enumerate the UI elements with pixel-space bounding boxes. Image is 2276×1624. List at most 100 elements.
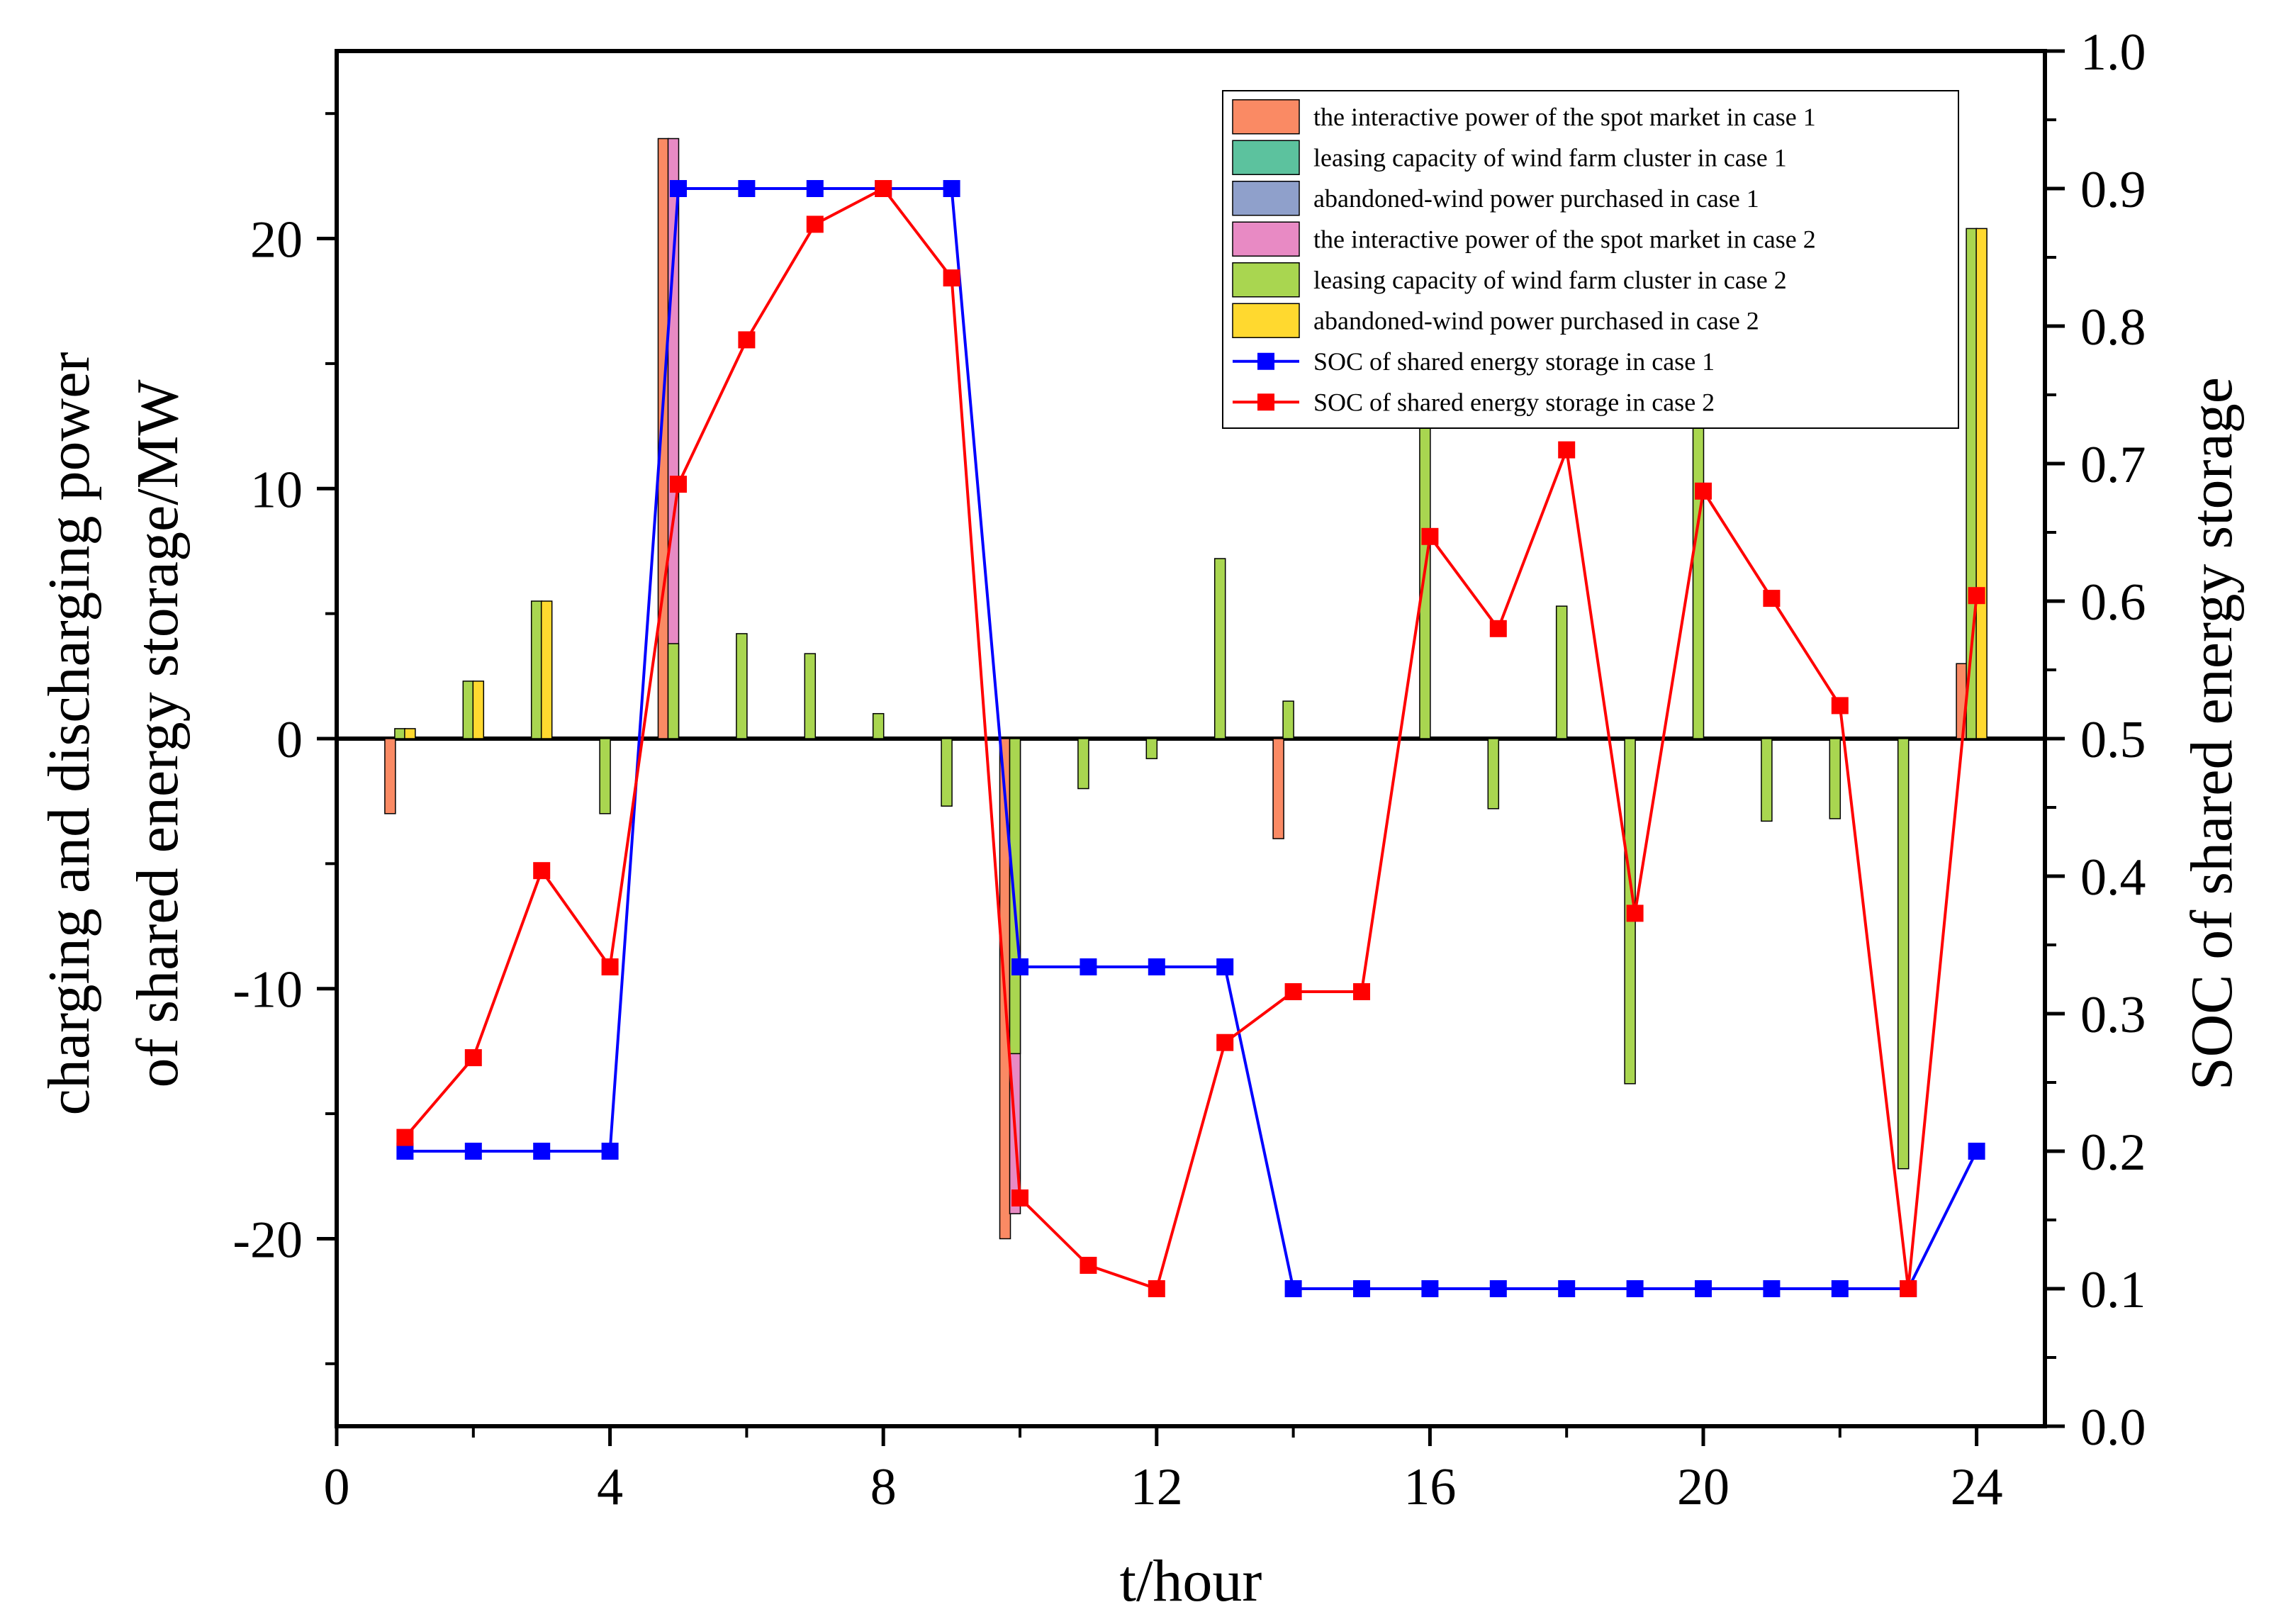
- x-axis-title: t/hour: [1120, 1548, 1262, 1614]
- soc-point-case1-h6: [738, 180, 756, 197]
- soc-point-case1-h2: [464, 1143, 482, 1160]
- bar-s5-h1: [394, 728, 406, 739]
- left-tick-label-0: 0: [276, 711, 303, 769]
- bar-s6-h24: [1975, 228, 1988, 739]
- soc-point-case2-h24: [1968, 587, 1985, 605]
- legend-swatch-2: [1232, 140, 1300, 175]
- soc-point-case1-h12: [1148, 958, 1165, 975]
- soc-point-case1-h13: [1216, 958, 1234, 975]
- right-tick-label-3: 0.3: [2080, 986, 2146, 1044]
- soc-line-case1: [405, 187, 1978, 1290]
- legend-swatch-4: [1232, 221, 1300, 257]
- soc-point-case1-h10: [1011, 958, 1028, 975]
- left-tick-label-10: 10: [250, 461, 303, 519]
- bar-s5-h9: [941, 738, 953, 807]
- soc-point-case1-h24: [1968, 1143, 1985, 1160]
- soc-point-case2-h2: [464, 1049, 482, 1067]
- right-tick-label-1: 0.1: [2080, 1261, 2146, 1319]
- legend-swatch-5: [1232, 262, 1300, 298]
- soc-point-case2-h10: [1011, 1189, 1028, 1206]
- bar-s5-h2: [462, 681, 475, 739]
- legend-box: [1222, 90, 1959, 429]
- x-tick-label-20: 20: [1677, 1458, 1730, 1516]
- soc-point-case2-h11: [1080, 1257, 1097, 1274]
- left-tick-label--10: -10: [232, 961, 303, 1019]
- x-tick-label-8: 8: [870, 1458, 897, 1516]
- soc-point-case1-h14: [1284, 1280, 1302, 1297]
- x-tick-label-24: 24: [1951, 1458, 2003, 1516]
- soc-point-case2-h20: [1695, 482, 1712, 500]
- legend-label-soc-2: SOC of shared energy storage in case 2: [1313, 388, 1715, 416]
- soc-point-case2-h9: [943, 269, 960, 287]
- soc-point-case1-h7: [806, 180, 824, 197]
- x-tick-label-12: 12: [1131, 1458, 1183, 1516]
- soc-point-case1-h11: [1080, 958, 1097, 975]
- soc-point-case2-h14: [1284, 983, 1302, 1000]
- bar-s5-h6: [736, 633, 748, 739]
- bar-s6-h2: [472, 681, 485, 739]
- bar-s1-h1: [384, 738, 396, 814]
- soc-point-case1-h17: [1489, 1280, 1507, 1297]
- soc-point-case2-h1: [396, 1129, 414, 1146]
- soc-point-case1-h9: [943, 180, 960, 197]
- soc-line-case2: [403, 186, 1978, 1291]
- bar-s5-h17: [1487, 738, 1500, 810]
- lines-layer: [396, 180, 1985, 1297]
- legend-label-4: the interactive power of the spot market…: [1313, 225, 1816, 253]
- soc-point-case2-h8: [875, 180, 892, 197]
- axes-layer: 0 4 8 12 16 20 24 -20 -10 0 10 20 0.0 0.1 0.2 0.3 0.4 0.5…: [232, 23, 2146, 1516]
- bar-s5-h13: [1213, 558, 1226, 739]
- legend-swatch-3: [1232, 181, 1300, 216]
- bar-s5-h21: [1761, 738, 1773, 822]
- right-axis-title: SOC of shared energy storage: [2179, 377, 2245, 1090]
- bar-s5-h3: [530, 600, 543, 739]
- right-tick-label-8: 0.8: [2080, 298, 2146, 357]
- soc-point-case2-h12: [1148, 1280, 1165, 1297]
- soc-point-case1-h18: [1558, 1280, 1576, 1297]
- bar-s5-h14: [1282, 700, 1294, 739]
- soc-point-case2-h15: [1353, 983, 1370, 1000]
- bar-s5-h7: [804, 653, 817, 739]
- bar-s5-h20: [1692, 425, 1705, 739]
- right-tick-label-2: 0.2: [2080, 1124, 2146, 1182]
- legend-marker-2: [1257, 393, 1274, 411]
- bar-s5-h4: [599, 738, 611, 814]
- legend-swatch-1: [1232, 99, 1300, 135]
- soc-point-case1-h20: [1695, 1280, 1712, 1297]
- legend-label-soc-1: SOC of shared energy storage in case 1: [1313, 347, 1715, 376]
- legend-label-3: abandoned-wind power purchased in case 1: [1313, 184, 1759, 213]
- right-tick-label-5: 0.5: [2080, 711, 2146, 769]
- soc-point-case1-h5: [670, 180, 687, 197]
- soc-point-case2-h6: [738, 331, 756, 349]
- soc-point-case2-h13: [1216, 1034, 1234, 1051]
- soc-point-case2-h4: [601, 958, 619, 975]
- legend-swatch-6: [1232, 303, 1300, 338]
- legend-label-1: the interactive power of the spot market…: [1313, 103, 1816, 131]
- left-tick-label-20: 20: [250, 211, 303, 269]
- soc-point-case2-h23: [1900, 1280, 1917, 1297]
- soc-point-case1-h22: [1831, 1280, 1849, 1297]
- legend-marker-1: [1257, 352, 1274, 370]
- soc-point-case2-h22: [1831, 697, 1849, 715]
- bar-s5-h18: [1555, 605, 1568, 739]
- bar-s5-h5: [667, 643, 680, 739]
- legend: the interactive power of the spot market…: [1222, 90, 1959, 429]
- soc-point-case1-h3: [533, 1143, 551, 1160]
- legend-label-5: leasing capacity of wind farm cluster in…: [1313, 266, 1787, 294]
- bar-s5-h22: [1829, 738, 1841, 819]
- bar-s5-h12: [1145, 738, 1158, 759]
- right-tick-label-6: 0.6: [2080, 573, 2146, 632]
- bar-s5-h11: [1077, 738, 1089, 790]
- bar-s5-h24: [1966, 228, 1978, 739]
- soc-point-case2-h5: [670, 476, 687, 493]
- right-tick-label-4: 0.4: [2080, 849, 2146, 907]
- soc-point-case1-h21: [1763, 1280, 1781, 1297]
- left-tick-label--20: -20: [232, 1211, 303, 1269]
- bar-s5-h23: [1897, 738, 1910, 1170]
- bar-s6-h1: [404, 728, 416, 739]
- x-tick-label-0: 0: [324, 1458, 350, 1516]
- soc-point-case2-h16: [1421, 527, 1439, 545]
- bar-s6-h3: [540, 600, 553, 739]
- right-tick-label-0: 0.0: [2080, 1399, 2146, 1457]
